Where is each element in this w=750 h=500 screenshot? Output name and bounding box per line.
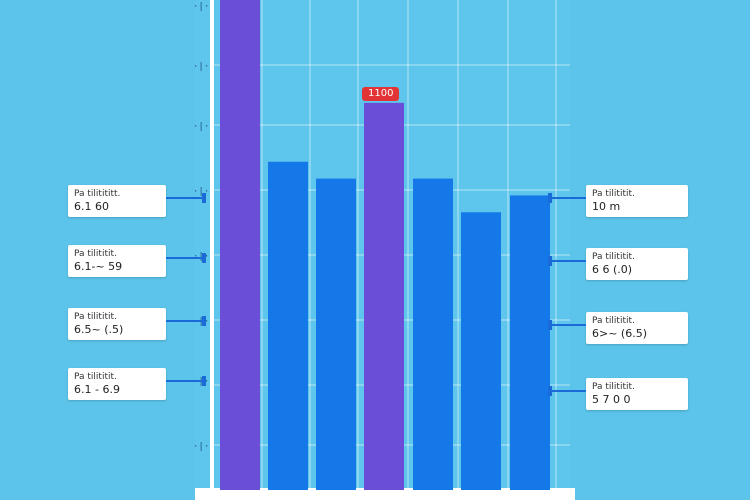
right-callout-card-1: Pa tilititit. 6 6 (.0) [586,248,688,280]
callout-anchor [202,376,206,386]
callout-anchor [548,386,552,396]
callout-anchor [548,320,552,330]
bar-3 [364,102,404,490]
callout-value: 6.1 - 6.9 [74,383,120,396]
callout-value: 6.1-~ 59 [74,260,123,273]
callout-anchor [202,253,206,263]
left-callout-card-1: Pa tilititit. 6.1-~ 59 [68,245,166,277]
callout-connector [166,320,204,322]
right-callout-card-3: Pa tilititit. 5 7 0 0 [586,378,688,410]
y-tick-mark: ·|· [193,442,209,452]
callout-value: 5 7 0 0 [592,393,631,406]
y-tick-mark: ·|· [193,2,209,12]
x-axis-base [195,488,575,500]
callout-label: Pa tilititit. [74,249,117,259]
callout-anchor [548,256,552,266]
right-callout-card-0: Pa tilititit. 10 m [586,185,688,217]
callout-label: Pa tilititit. [592,189,635,199]
y-tick-mark: ·|· [193,317,209,327]
left-callout-card-2: Pa tilititit. 6.5~ (.5) [68,308,166,340]
callout-connector [550,260,586,262]
bars [220,0,550,491]
bar-6 [510,195,550,490]
y-tick-mark: ·|· [193,187,209,197]
callout-value: 6 6 (.0) [592,263,633,276]
callout-value: 6.5~ (.5) [74,323,124,336]
callout-label: Pa tilititit. [592,316,635,326]
callout-value: 6>~ (6.5) [592,327,648,340]
callout-label: Pa tilititit. [592,382,635,392]
callout-label: Pa tilititit. [592,252,635,262]
callout-connector [166,257,204,259]
bar-5 [461,212,501,490]
callout-label: Pa tilititit. [74,372,117,382]
callout-anchor [202,316,206,326]
callout-connector [166,380,204,382]
callout-label: Pa tilitititt. [74,189,121,199]
right-callout-card-2: Pa tilititit. 6>~ (6.5) [586,312,688,344]
callout-connector [550,197,586,199]
callout-connector [550,324,586,326]
bar-2 [316,178,356,491]
value-badge: 1100 [362,86,400,101]
callout-value: 6.1 60 [74,200,109,213]
callout-connector [166,197,204,199]
bar-1 [268,161,308,490]
callout-connector [550,390,586,392]
bar-0 [220,0,260,490]
callout-label: Pa tilititit. [74,312,117,322]
y-tick-mark: ·|· [193,122,209,132]
left-callout-card-3: Pa tilititit. 6.1 - 6.9 [68,368,166,400]
bar-4 [413,178,453,491]
callout-value: 10 m [592,200,621,213]
left-callout-card-0: Pa tilitititt. 6.1 60 [68,185,166,217]
y-tick-mark: ·|· [193,62,209,72]
callout-anchor [202,193,206,203]
y-tick-mark: ·|· [193,377,209,387]
callout-anchor [548,193,552,203]
vertical-gridlines [261,0,557,490]
